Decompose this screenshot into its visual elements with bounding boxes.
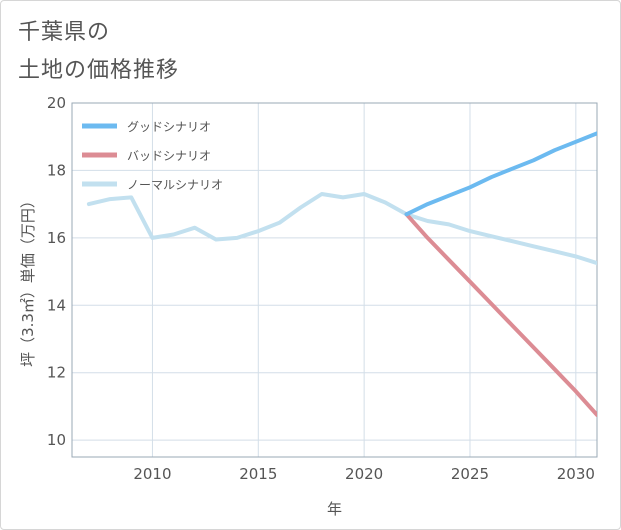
x-tick-label: 2020: [345, 465, 383, 483]
y-axis-label: 坪（3.3㎡）単価（万円）: [19, 193, 37, 367]
x-tick-label: 2025: [451, 465, 489, 483]
x-axis-label: 年: [327, 500, 342, 518]
y-tick-label: 12: [47, 364, 66, 382]
y-tick-label: 10: [47, 431, 66, 449]
x-tick-label: 2030: [557, 465, 595, 483]
series-line-good: [404, 131, 597, 217]
plot-border: [71, 102, 598, 458]
y-tick-label: 18: [47, 161, 66, 179]
chart-title-line-1: 千葉県の: [18, 20, 111, 45]
y-tick-label: 16: [47, 229, 66, 247]
chart-title-line-2: 土地の価格推移: [18, 58, 180, 83]
x-tick-label: 2015: [239, 465, 277, 483]
legend-label-good: グッドシナリオ: [127, 120, 211, 134]
y-tick-label: 14: [47, 296, 66, 314]
legend-label-normal: ノーマルシナリオ: [127, 178, 223, 192]
series-layer: [86, 131, 597, 417]
x-tick-label: 2010: [133, 465, 171, 483]
tick-labels: 2010 2015 2020 2025 2030 10 12 14 16 18 20: [47, 94, 595, 483]
y-tick-label: 20: [47, 94, 66, 112]
series-line-normal: [86, 192, 597, 266]
series-line-bad: [404, 212, 597, 417]
legend-label-bad: バッドシナリオ: [127, 149, 211, 163]
